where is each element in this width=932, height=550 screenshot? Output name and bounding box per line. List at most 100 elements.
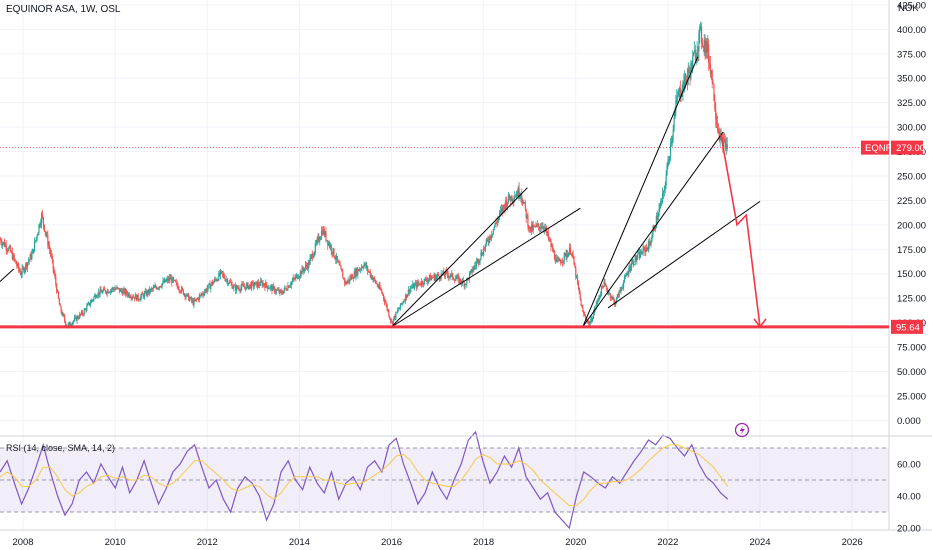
candle-body	[370, 275, 372, 277]
candle-body	[80, 311, 83, 315]
candle-body	[121, 291, 123, 295]
candle-body	[597, 299, 599, 301]
candle-body	[605, 284, 607, 287]
candle-body	[678, 87, 681, 91]
candle-body	[221, 271, 223, 274]
candle-body	[488, 241, 490, 243]
candle-body	[288, 285, 290, 288]
rsi-band	[0, 447, 889, 513]
candle-body	[481, 252, 483, 255]
candle-body	[592, 318, 594, 321]
candle-body	[208, 283, 210, 285]
candle-body	[82, 314, 84, 315]
candle-body	[517, 187, 519, 197]
candle-body	[268, 288, 270, 290]
candle-body	[688, 68, 690, 72]
candle-body	[316, 239, 318, 243]
candle-body	[150, 288, 153, 290]
candle-body	[266, 282, 268, 286]
candle-body	[396, 311, 398, 313]
y-tick-label: 375.00	[897, 49, 926, 60]
candle-body	[190, 297, 192, 301]
candle-body	[526, 215, 528, 219]
candle-body	[431, 277, 433, 279]
candle-body	[508, 194, 510, 200]
candle-body	[203, 294, 205, 296]
candle-body	[515, 194, 518, 197]
candle-body	[123, 289, 125, 291]
candle-body	[276, 289, 278, 291]
candle-body	[471, 269, 473, 273]
candle-body	[211, 281, 214, 285]
candle-body	[334, 256, 336, 259]
candle-body	[30, 254, 32, 260]
candle-body	[163, 280, 165, 283]
candle-body	[345, 282, 347, 284]
candle-body	[219, 272, 221, 276]
candle-body	[49, 245, 51, 250]
candle-body	[74, 316, 76, 318]
candle-body	[206, 288, 208, 292]
lightning-icon[interactable]	[734, 422, 750, 438]
candle-body	[638, 252, 640, 254]
candle-body	[293, 278, 295, 279]
candle-body	[138, 299, 140, 301]
candle-body	[300, 271, 302, 275]
candle-body	[367, 270, 370, 272]
y-tick-label: 75.000	[897, 343, 926, 354]
candle-body	[225, 279, 227, 281]
candle-body	[484, 244, 487, 249]
candle-body	[214, 279, 216, 280]
candle-body	[356, 269, 358, 275]
candle-body	[725, 144, 727, 149]
candle-body	[561, 262, 563, 264]
candle-body	[218, 272, 220, 281]
candle-body	[296, 274, 298, 277]
candle-body	[250, 282, 253, 289]
rsi-line	[0, 430, 729, 530]
candle-body	[227, 283, 230, 285]
candle-body	[44, 231, 46, 233]
candle-body	[654, 227, 657, 230]
candle-body	[194, 299, 196, 301]
candle-body	[617, 294, 619, 298]
candle-body	[19, 271, 21, 275]
candle-body	[337, 260, 339, 263]
candle-body	[575, 267, 577, 278]
x-tick-label: 2008	[12, 537, 33, 548]
candle-body	[32, 249, 34, 254]
candle-body	[34, 240, 37, 242]
candle-body	[659, 205, 661, 209]
candle-body	[333, 248, 335, 257]
rsi-lines	[0, 430, 729, 530]
candle-body	[73, 317, 76, 321]
candle-body	[349, 277, 351, 282]
x-tick-label: 2012	[197, 537, 218, 548]
candle-body	[589, 323, 591, 326]
candle-body	[365, 263, 367, 268]
candle-body	[68, 322, 70, 324]
candle-body	[126, 290, 128, 294]
trendline	[582, 56, 699, 328]
candle-body	[348, 279, 350, 282]
y-tick-label: 350.00	[897, 74, 926, 85]
candle-body	[684, 73, 686, 89]
candle-body	[375, 283, 378, 284]
candle-body	[134, 294, 137, 299]
candle-body	[482, 254, 484, 256]
candle-body	[10, 246, 12, 252]
candle-body	[357, 269, 359, 275]
candle-body	[625, 275, 627, 276]
candle-body	[252, 282, 254, 287]
candle-body	[490, 235, 492, 238]
candle-body	[506, 202, 509, 206]
candle-body	[164, 279, 166, 283]
candle-body	[423, 278, 425, 285]
candle-body	[598, 298, 600, 300]
candle-body	[496, 222, 498, 224]
candle-body	[157, 287, 160, 289]
candle-body	[626, 273, 628, 276]
candle-body	[512, 200, 514, 201]
candle-body	[429, 275, 432, 281]
